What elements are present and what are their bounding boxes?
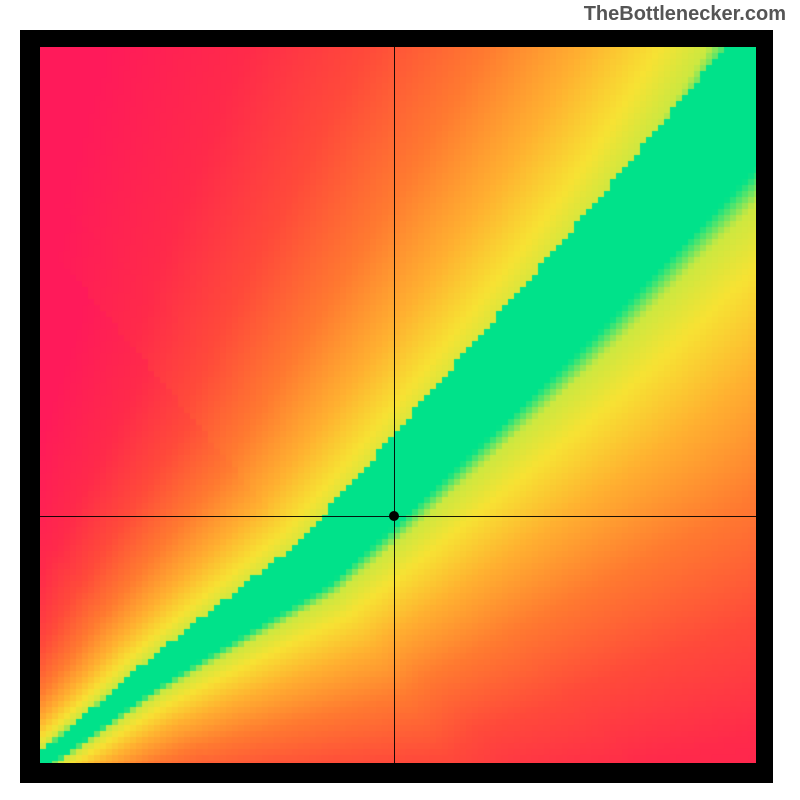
chart-outer-frame xyxy=(20,30,773,783)
chart-container: TheBottlenecker.com xyxy=(0,0,800,800)
watermark-text: TheBottlenecker.com xyxy=(584,3,786,26)
heatmap-canvas xyxy=(40,47,756,763)
crosshair-vertical xyxy=(394,47,395,763)
data-point-marker xyxy=(389,511,399,521)
heatmap-plot-area xyxy=(40,47,756,763)
